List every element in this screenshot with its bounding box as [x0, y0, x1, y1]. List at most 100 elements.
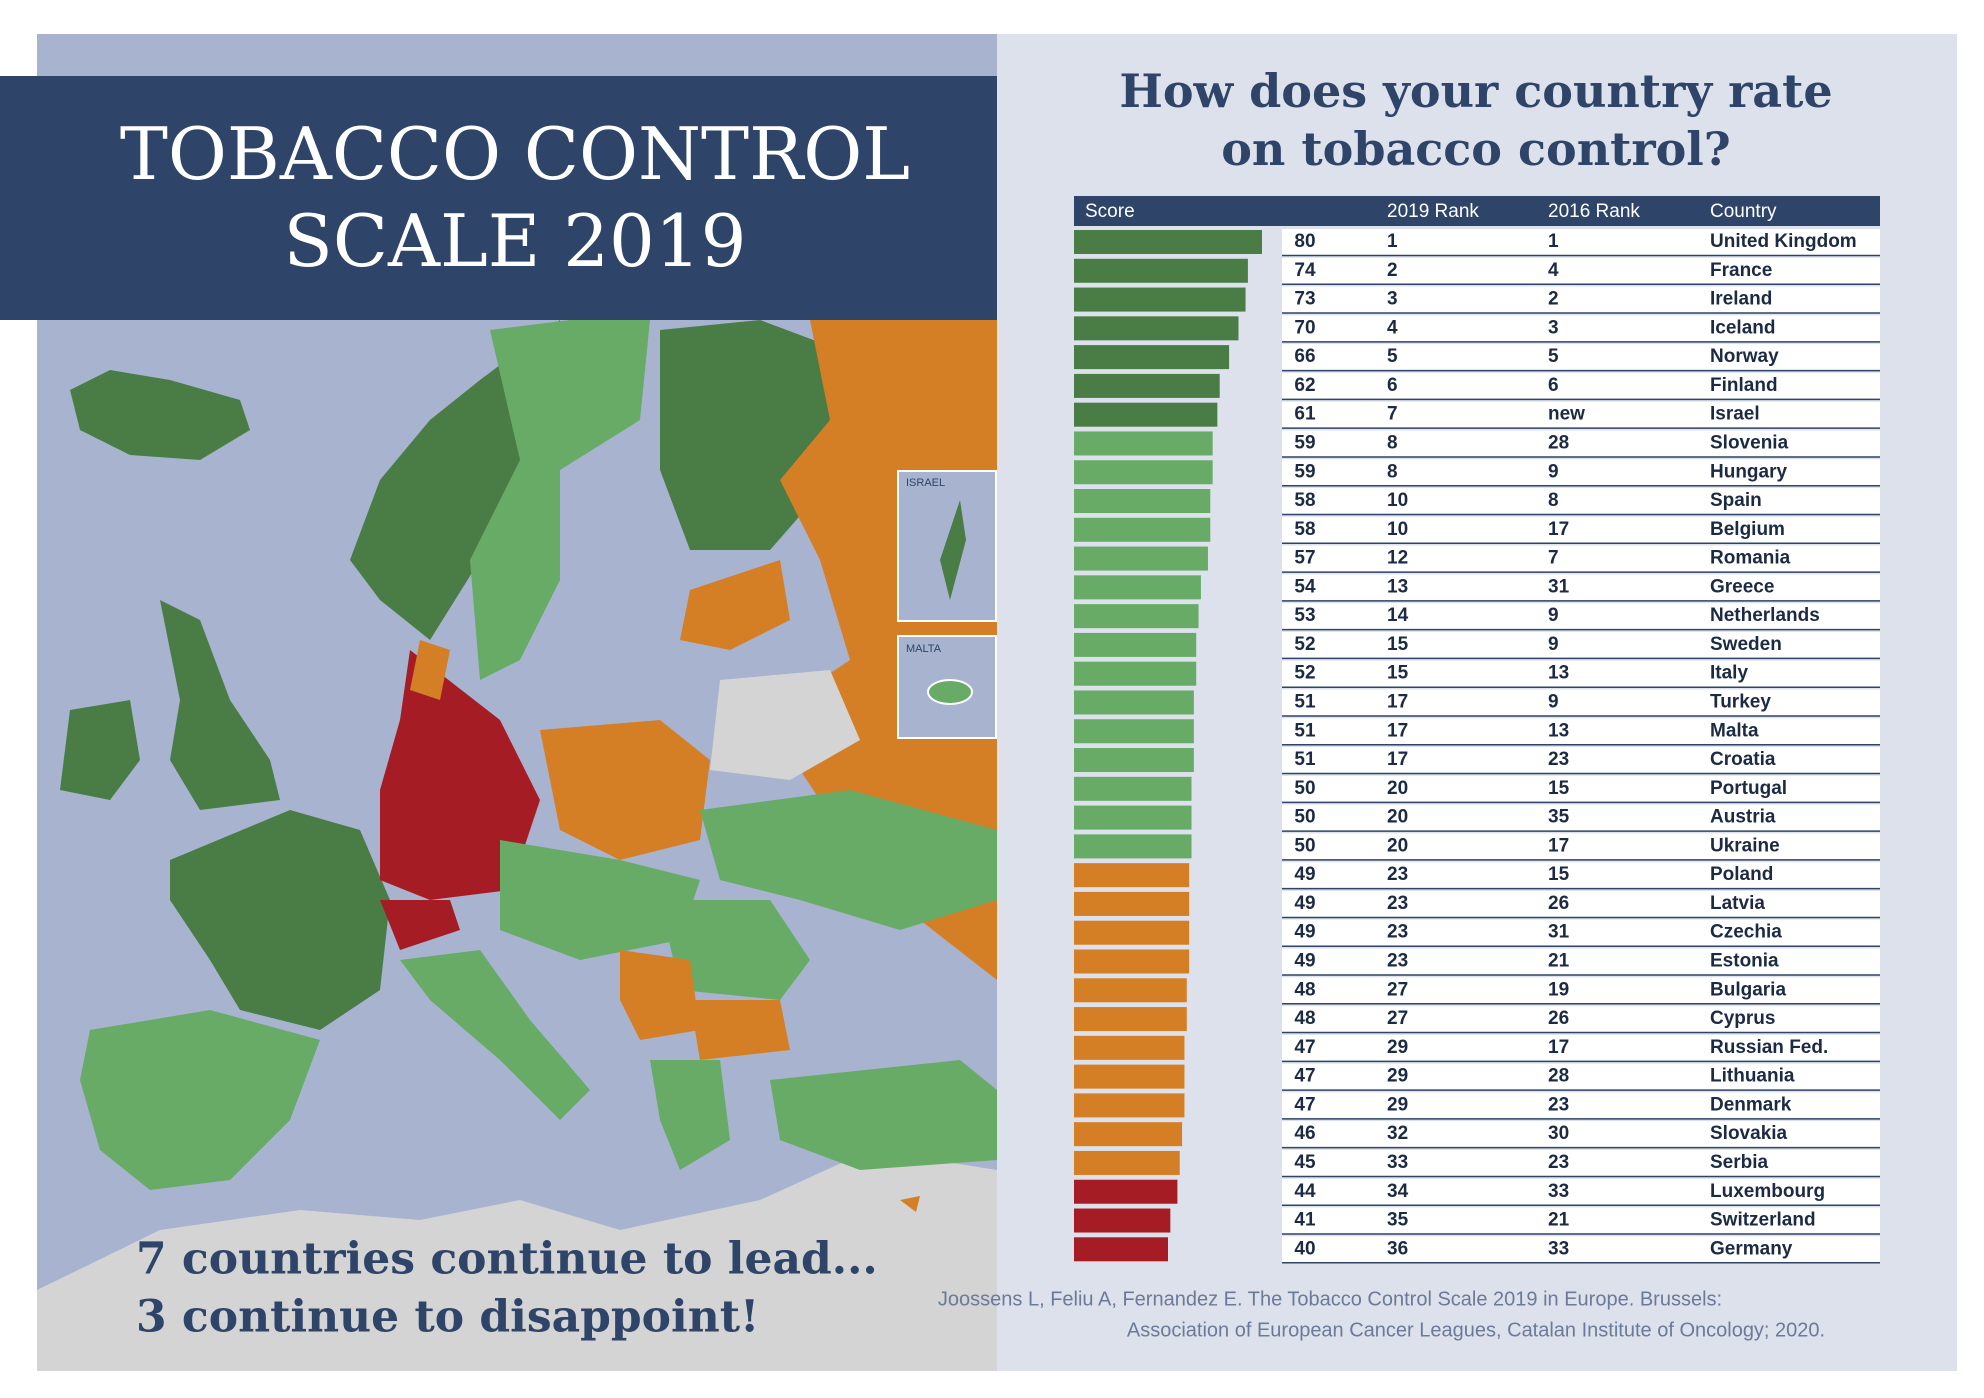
score: 41	[1294, 1210, 1316, 1231]
rank-2019: 8	[1387, 432, 1398, 453]
row	[1282, 1034, 1880, 1061]
country: United Kingdom	[1710, 231, 1857, 252]
bar	[1074, 891, 1190, 916]
rank-2016: 15	[1548, 778, 1570, 799]
bar	[1074, 345, 1230, 370]
row	[1282, 862, 1880, 889]
country: Malta	[1710, 720, 1759, 741]
rank-2019: 12	[1387, 548, 1408, 569]
bar	[1074, 489, 1211, 514]
uk	[160, 600, 280, 810]
score: 74	[1294, 260, 1316, 281]
bar	[1074, 1064, 1185, 1089]
row	[1282, 315, 1880, 342]
bar	[1074, 517, 1211, 542]
bulgaria	[690, 1000, 790, 1060]
score: 59	[1294, 432, 1315, 453]
column-header: 2016 Rank	[1548, 201, 1640, 222]
rank-2019: 33	[1387, 1152, 1408, 1173]
rank-2019: 27	[1387, 979, 1408, 1000]
bar	[1074, 776, 1192, 801]
rank-2019: 20	[1387, 807, 1408, 828]
rank-2019: 15	[1387, 663, 1409, 684]
bar	[1074, 690, 1194, 715]
country: Cyprus	[1710, 1008, 1775, 1029]
row	[1282, 890, 1880, 917]
bar	[1074, 546, 1208, 571]
poland	[540, 720, 710, 860]
rank-2019: 27	[1387, 1008, 1408, 1029]
bar	[1074, 373, 1220, 398]
cyprus	[900, 1196, 920, 1212]
score: 66	[1294, 346, 1315, 367]
country: Greece	[1710, 576, 1774, 597]
rank-2019: 32	[1387, 1123, 1408, 1144]
row	[1282, 1207, 1880, 1234]
row	[1282, 488, 1880, 515]
switzerland	[380, 900, 460, 950]
rank-2016: 9	[1548, 605, 1559, 626]
rank-2019: 17	[1387, 749, 1408, 770]
africa	[37, 1150, 997, 1371]
bar	[1074, 258, 1248, 283]
bar	[1074, 287, 1246, 312]
score: 58	[1294, 490, 1315, 511]
bar	[1074, 748, 1194, 773]
country: Romania	[1710, 548, 1791, 569]
score: 50	[1294, 807, 1315, 828]
rank-2019: 10	[1387, 490, 1408, 511]
score: 54	[1294, 576, 1316, 597]
row	[1282, 1092, 1880, 1119]
score: 70	[1294, 317, 1315, 338]
score: 49	[1294, 893, 1315, 914]
rank-2016: 15	[1548, 864, 1570, 885]
rank-2019: 36	[1387, 1238, 1408, 1259]
row	[1282, 1236, 1880, 1263]
rank-2019: 7	[1387, 404, 1398, 425]
bar	[1074, 230, 1262, 254]
row	[1282, 229, 1880, 255]
denmark	[410, 640, 450, 700]
rank-2016: 26	[1548, 1008, 1569, 1029]
rank-2016: 31	[1548, 922, 1570, 943]
country: Hungary	[1710, 461, 1788, 482]
row	[1282, 660, 1880, 687]
bar	[1074, 1237, 1168, 1262]
rank-2019: 29	[1387, 1094, 1408, 1115]
rank-2019: 4	[1387, 317, 1398, 338]
row	[1282, 1178, 1880, 1205]
rank-2019: 3	[1387, 289, 1398, 310]
score: 51	[1294, 720, 1316, 741]
row	[1282, 718, 1880, 745]
score: 50	[1294, 835, 1315, 856]
rank-2016: 17	[1548, 835, 1569, 856]
score: 51	[1294, 691, 1316, 712]
bar	[1074, 863, 1190, 888]
row	[1282, 631, 1880, 658]
chart-title: How does your country rate	[1119, 64, 1832, 118]
score: 73	[1294, 289, 1315, 310]
country: Switzerland	[1710, 1210, 1816, 1231]
country: Germany	[1710, 1238, 1793, 1259]
romania	[660, 900, 810, 1000]
country: Luxembourg	[1710, 1181, 1825, 1202]
rank-2016: 13	[1548, 663, 1569, 684]
rank-2019: 6	[1387, 375, 1398, 396]
row	[1282, 372, 1880, 399]
country: Austria	[1710, 807, 1776, 828]
bar	[1074, 431, 1213, 456]
score: 59	[1294, 461, 1315, 482]
score: 49	[1294, 922, 1315, 943]
rank-2016: 23	[1548, 749, 1569, 770]
row	[1282, 689, 1880, 716]
row	[1282, 1149, 1880, 1176]
row	[1282, 603, 1880, 630]
rank-2016: 17	[1548, 519, 1569, 540]
country: Russian Fed.	[1710, 1037, 1828, 1058]
row	[1282, 516, 1880, 543]
bar	[1074, 920, 1190, 945]
rank-2016: 1	[1548, 231, 1559, 252]
row	[1282, 430, 1880, 457]
country: Serbia	[1710, 1152, 1769, 1173]
